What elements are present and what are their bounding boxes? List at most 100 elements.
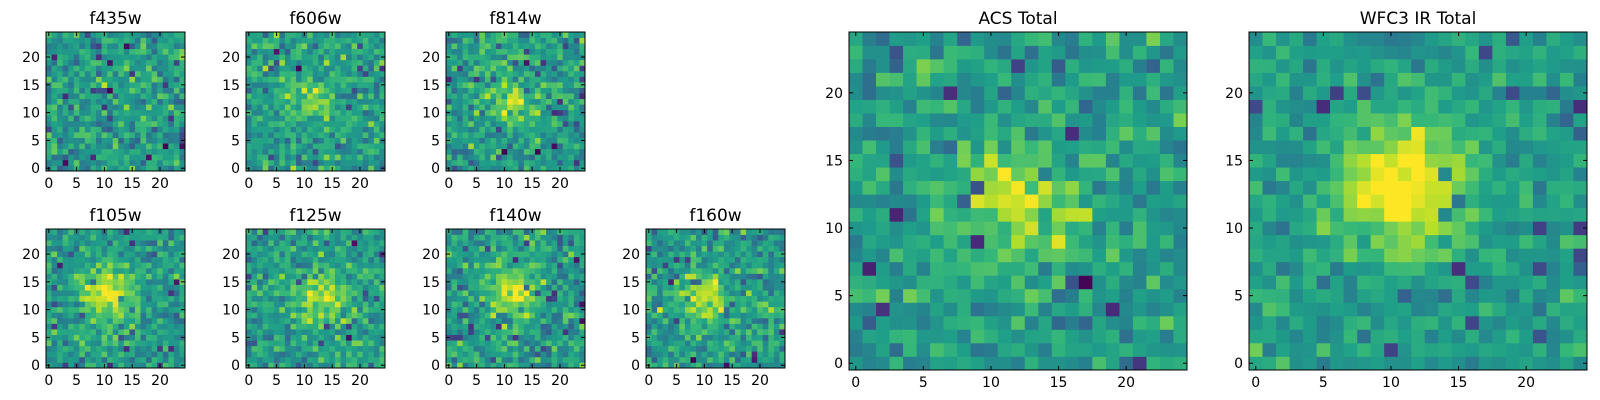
heatmap-cell [379, 48, 386, 55]
heatmap-cell [357, 356, 364, 363]
heatmap-cell [662, 279, 669, 285]
heatmap-cell [107, 59, 114, 66]
heatmap-cell [251, 104, 258, 111]
heatmap-cell [534, 54, 541, 61]
heatmap-cell [57, 159, 64, 166]
heatmap-cell [162, 32, 169, 38]
heatmap-cell [529, 143, 536, 150]
heatmap-cell [273, 340, 280, 347]
x-tick-label: 10 [95, 373, 113, 389]
heatmap-cell [707, 362, 714, 369]
heatmap-cell [51, 312, 58, 319]
heatmap-cell [318, 104, 325, 111]
heatmap-cell [346, 245, 352, 252]
heatmap-cell [496, 334, 502, 341]
heatmap-cell [140, 154, 147, 161]
heatmap-cell [373, 132, 380, 138]
heatmap-cell [284, 229, 291, 235]
heatmap-cell [257, 290, 264, 297]
heatmap-cell [368, 109, 375, 116]
heatmap-cell [351, 279, 358, 285]
heatmap-cell [312, 70, 319, 77]
heatmap-cell [529, 148, 536, 155]
heatmap-cell [451, 87, 458, 94]
heatmap-cell [168, 115, 175, 122]
heatmap-cell [284, 115, 291, 122]
heatmap-cell [551, 245, 558, 252]
heatmap-cell [523, 362, 530, 369]
heatmap-cell [146, 345, 152, 352]
heatmap-cell [701, 323, 708, 330]
heatmap-cell [657, 234, 664, 241]
heatmap-cell [68, 351, 75, 358]
heatmap-cell [701, 256, 708, 263]
heatmap-cell [57, 301, 64, 308]
heatmap-cell [712, 356, 719, 363]
heatmap-cell [462, 323, 469, 330]
heatmap-cell [373, 76, 380, 83]
heatmap-cell [462, 109, 469, 116]
heatmap-cell [268, 159, 275, 166]
heatmap-cell [451, 148, 458, 155]
heatmap-cell [96, 334, 102, 341]
heatmap-cell [118, 154, 125, 161]
heatmap-cell [557, 312, 564, 319]
heatmap-cell [984, 221, 999, 236]
heatmap-cell [562, 115, 569, 122]
heatmap-cell [523, 109, 530, 116]
heatmap-cell [462, 126, 469, 133]
heatmap-cell [540, 295, 547, 302]
heatmap-cell [512, 143, 519, 150]
heatmap-cell [540, 109, 547, 116]
heatmap-cell [712, 234, 719, 241]
heatmap-cell [451, 32, 458, 38]
heatmap-cell [707, 279, 714, 285]
heatmap-cell [284, 159, 291, 166]
heatmap-cell [112, 284, 119, 291]
heatmap-cell [451, 37, 458, 44]
heatmap-cell [101, 70, 108, 77]
heatmap-cell [146, 229, 152, 235]
heatmap-cell [296, 120, 302, 127]
heatmap-cell [970, 288, 985, 303]
heatmap-cell [451, 306, 458, 313]
heatmap-cell [684, 267, 691, 274]
heatmap-cell [357, 82, 364, 88]
heatmap-cell [1173, 288, 1188, 303]
heatmap-cell [534, 267, 541, 274]
heatmap-cell [529, 120, 536, 127]
heatmap-cell [551, 148, 558, 155]
heatmap-cell [340, 306, 347, 313]
heatmap-cell [518, 306, 525, 313]
heatmap-cell [707, 334, 714, 341]
heatmap-cell [123, 345, 130, 352]
heatmap-cell [930, 302, 944, 317]
heatmap-cell [312, 65, 319, 72]
heatmap-cell [323, 143, 330, 150]
heatmap-cell [673, 356, 680, 363]
heatmap-cell [684, 312, 691, 319]
heatmap-cell [279, 256, 286, 263]
heatmap-cell [773, 312, 780, 319]
heatmap-cell [351, 87, 358, 94]
heatmap-cell [368, 251, 375, 258]
heatmap-cell [651, 240, 658, 247]
heatmap-cell [668, 251, 675, 258]
heatmap-cell [746, 329, 752, 335]
heatmap-cell [1078, 342, 1093, 357]
heatmap-cell [740, 334, 747, 341]
heatmap-cell [679, 229, 686, 235]
heatmap-cell [357, 334, 364, 341]
heatmap-cell [357, 54, 364, 61]
heatmap-cell [540, 306, 547, 313]
heatmap-cell [446, 37, 452, 44]
heatmap-cell [73, 245, 80, 252]
heatmap-cell [340, 362, 347, 369]
heatmap-cell [568, 234, 575, 241]
heatmap-cell [284, 93, 291, 100]
heatmap-cell [916, 275, 931, 290]
heatmap-cell [446, 104, 452, 111]
heatmap-cell [262, 70, 269, 77]
heatmap-cell [484, 132, 491, 138]
